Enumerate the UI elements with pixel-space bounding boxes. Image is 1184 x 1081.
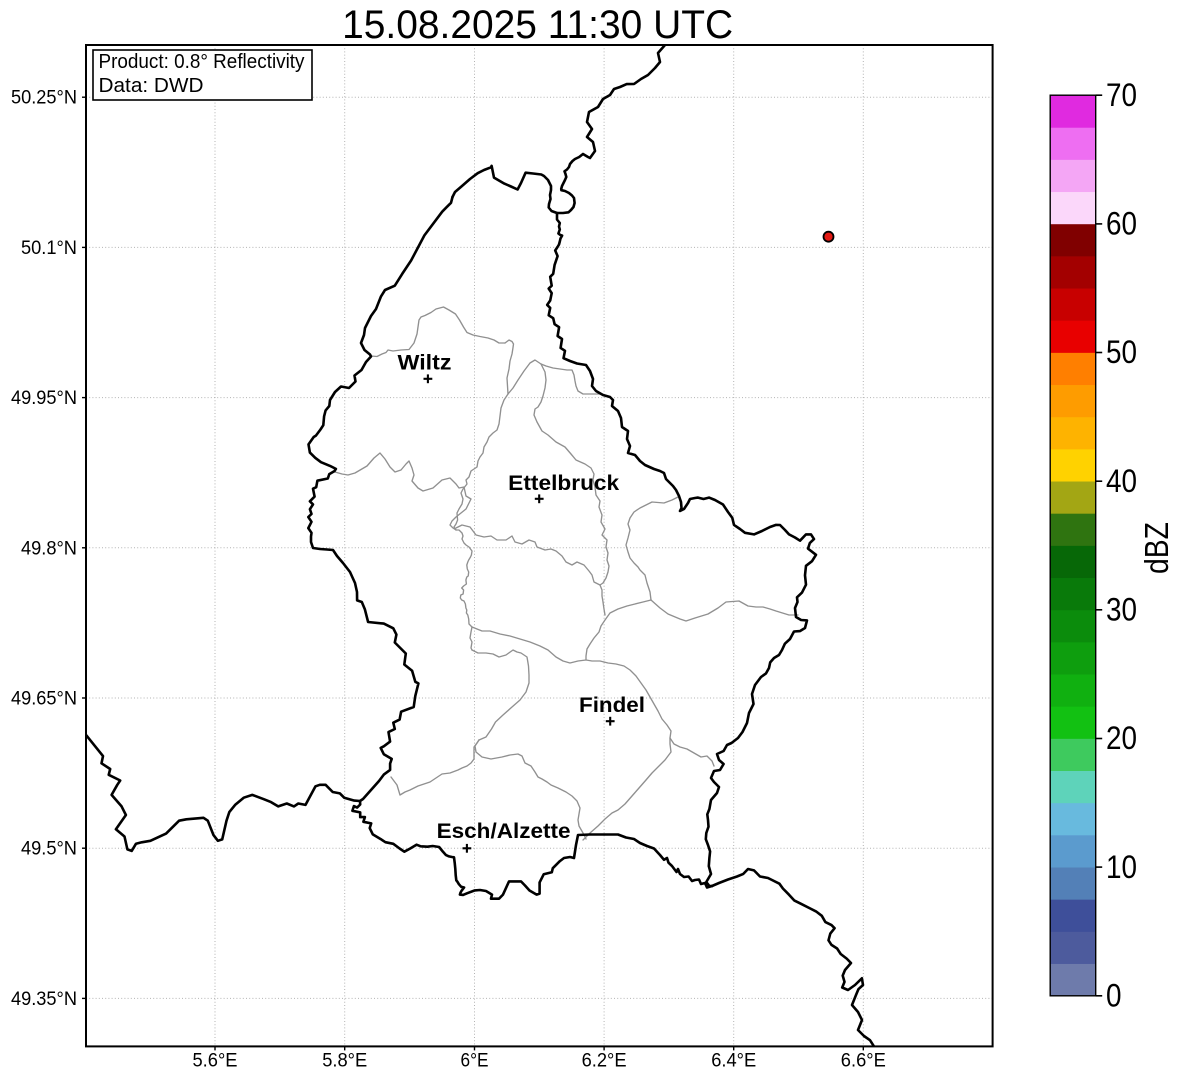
svg-text:Ettelbruck: Ettelbruck xyxy=(508,471,619,495)
svg-text:5.6°E: 5.6°E xyxy=(193,1050,238,1072)
svg-text:49.65°N: 49.65°N xyxy=(11,688,77,710)
svg-text:6°E: 6°E xyxy=(461,1050,489,1072)
svg-text:49.8°N: 49.8°N xyxy=(21,537,77,559)
svg-text:49.5°N: 49.5°N xyxy=(21,838,77,860)
svg-text:Product: 0.8° Reflectivity: Product: 0.8° Reflectivity xyxy=(99,50,306,73)
svg-text:15.08.2025 11:30 UTC: 15.08.2025 11:30 UTC xyxy=(342,3,733,47)
svg-text:20: 20 xyxy=(1106,720,1137,756)
svg-text:50.25°N: 50.25°N xyxy=(11,87,77,109)
svg-text:70: 70 xyxy=(1106,77,1137,113)
svg-text:60: 60 xyxy=(1106,206,1137,242)
svg-text:5.8°E: 5.8°E xyxy=(322,1050,367,1072)
svg-text:Wiltz: Wiltz xyxy=(398,351,452,375)
svg-text:50: 50 xyxy=(1106,334,1137,370)
svg-text:50.1°N: 50.1°N xyxy=(21,237,77,259)
svg-text:Esch/Alzette: Esch/Alzette xyxy=(437,819,571,843)
svg-text:0: 0 xyxy=(1106,978,1122,1014)
svg-text:Data: DWD: Data: DWD xyxy=(99,74,204,97)
svg-text:10: 10 xyxy=(1106,849,1137,885)
svg-text:49.95°N: 49.95°N xyxy=(11,387,77,409)
svg-text:6.4°E: 6.4°E xyxy=(711,1050,756,1072)
svg-text:49.35°N: 49.35°N xyxy=(11,988,77,1010)
svg-text:Findel: Findel xyxy=(579,693,645,717)
svg-text:30: 30 xyxy=(1106,592,1137,628)
svg-text:dBZ: dBZ xyxy=(1138,522,1175,574)
svg-text:6.6°E: 6.6°E xyxy=(841,1050,886,1072)
svg-text:40: 40 xyxy=(1106,463,1137,499)
svg-text:6.2°E: 6.2°E xyxy=(582,1050,627,1072)
